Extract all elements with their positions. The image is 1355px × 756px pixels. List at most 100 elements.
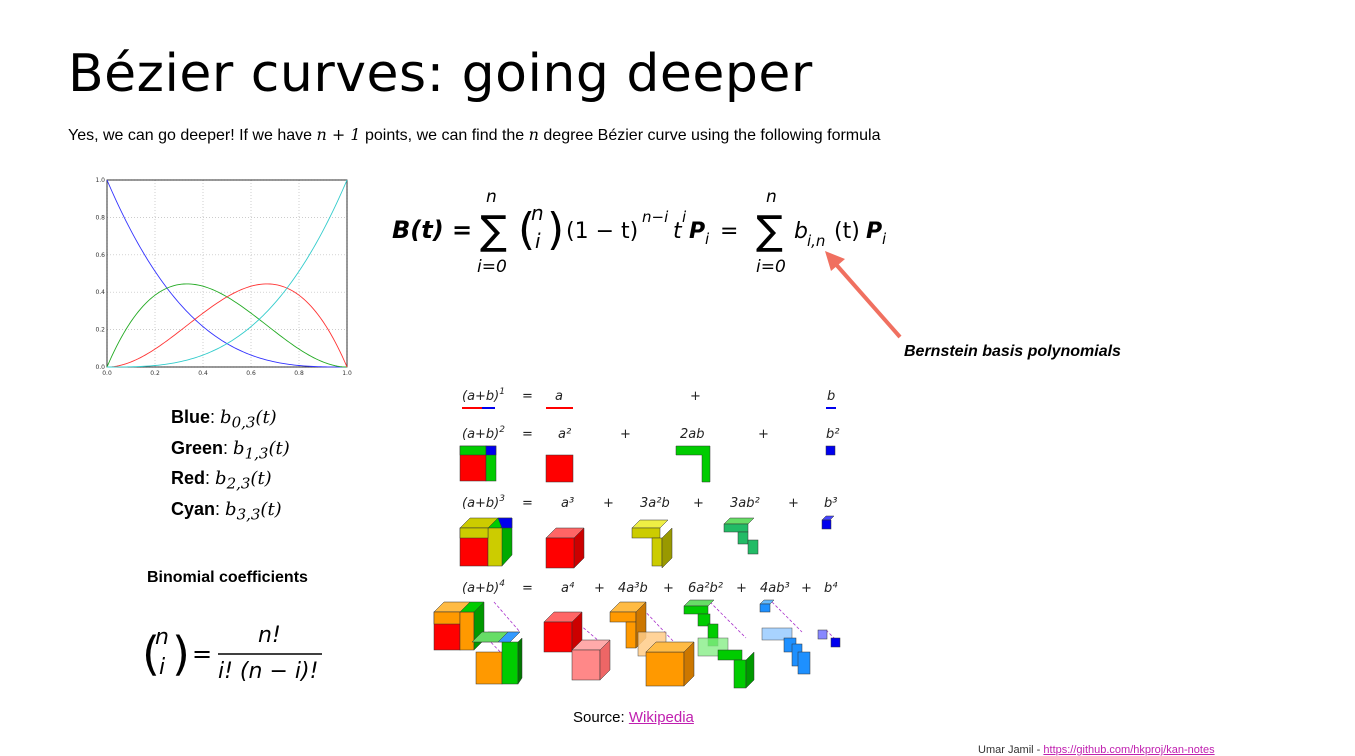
footer: Umar Jamil - https://github.com/hkproj/k… [978, 744, 1215, 756]
x-tick-label: 0.8 [294, 370, 304, 377]
source-link[interactable]: Wikipedia [628, 709, 694, 726]
expansion-row4-term4: 4ab³ [760, 581, 790, 596]
expansion-row1-term-a: a [555, 389, 563, 404]
expansion-row3-eq: = [522, 496, 533, 511]
expansion-row1-term-b: b [827, 389, 835, 404]
x-tick-label: 0.4 [198, 370, 208, 377]
expansion-row4-term3: 6a²b² [688, 581, 723, 596]
binomial-formula: ( n i ) = n! i! (n − i)! [142, 623, 322, 684]
expansion-row2-eq: = [522, 427, 533, 442]
subtitle-pre: Yes, we can go deeper! If we have [68, 127, 317, 144]
formula-P2: P [866, 219, 882, 244]
bernstein-label: Bernstein basis polynomials [904, 343, 1121, 360]
legend-row-cyan: Cyan: b3,3(t) [171, 498, 282, 524]
expansion-row3-term3: 3ab² [730, 496, 760, 511]
hypercube-4ab3 [759, 599, 811, 675]
binom1-left-paren: ( [518, 204, 535, 255]
series-line-3 [107, 179, 348, 368]
chart-lines [106, 179, 348, 368]
formula-t-exp: i [682, 208, 687, 226]
footer-link[interactable]: https://github.com/hkproj/kan-notes [1043, 744, 1215, 756]
formula-b: b [794, 219, 808, 244]
expansion-row1-plus: + [690, 389, 701, 404]
binom2-num: n! [258, 623, 281, 648]
subtitle-post: degree Bézier curve using the following … [538, 127, 881, 144]
binom1-right-paren: ) [547, 204, 564, 255]
expansion-row3-plus3: + [788, 496, 799, 511]
expansion-row1-eq: = [522, 389, 533, 404]
formula-term: (1 − t) [566, 219, 638, 244]
binom2-top: n [155, 625, 169, 650]
y-tick-label: 0.8 [95, 214, 105, 221]
slide-subtitle: Yes, we can go deeper! If we have n + 1 … [68, 125, 880, 145]
expansion-row4-term5: b⁴ [824, 581, 838, 596]
curve-legend: Blue: b0,3(t) Green: b1,3(t) Red: b2,3(t… [171, 405, 290, 527]
x-tick-label: 1.0 [342, 370, 352, 377]
binom2-eq: = [192, 640, 212, 668]
formula-b-arg: (t) [834, 219, 860, 244]
series-line-0 [106, 179, 347, 368]
sum2-bottom: i=0 [756, 257, 786, 277]
sum1-bottom: i=0 [477, 257, 507, 277]
legend-row-green: Green: b1,3(t) [171, 437, 290, 463]
expansion-row4-plus3: + [736, 581, 747, 596]
binom2-left-paren: ( [142, 627, 160, 681]
expansion-row4-plus4: + [801, 581, 812, 596]
hypercube-a-plus-b-4 [433, 601, 523, 685]
sum1-top: n [486, 187, 497, 207]
sum2-sigma: ∑ [756, 208, 783, 254]
expansion-row2-plus1: + [620, 427, 631, 442]
square-2ab [675, 445, 711, 483]
expansion-row4-term2: 4a³b [618, 581, 648, 596]
binomial-coefficients-label: Binomial coefficients [147, 569, 308, 586]
square-a-plus-b [459, 445, 497, 482]
arrow-line [831, 259, 902, 339]
binomial-expansion-figure: (a+b)1 = a + b (a+b)2 = a² + 2ab + b² (a… [433, 387, 841, 689]
expansion-row2-lhs: (a+b)2 [462, 425, 505, 442]
binom2-den: i! (n − i)! [218, 659, 318, 684]
expansion-row3-plus1: + [603, 496, 614, 511]
expansion-row3-term1: a³ [561, 496, 574, 511]
source-caption: Source: Wikipedia [573, 709, 694, 726]
subtitle-n-plus-1: n + 1 [316, 125, 361, 144]
subtitle-mid: points, we can find the [360, 127, 529, 144]
expansion-row3-term4: b³ [824, 496, 837, 511]
expansion-row2-term3: b² [826, 427, 839, 442]
binom2-bottom: i [159, 655, 165, 680]
x-tick-label: 0.2 [150, 370, 160, 377]
expansion-row3-plus2: + [693, 496, 704, 511]
formula-P: P [689, 219, 705, 244]
sum1-sigma: ∑ [480, 208, 507, 254]
formula-b-sub: i,n [807, 232, 825, 250]
arrow-head [825, 251, 845, 271]
x-tick-label: 0.6 [246, 370, 256, 377]
hypercube-a4 [543, 611, 611, 681]
binom2-right-paren: ) [172, 627, 190, 681]
expansion-row4-plus2: + [663, 581, 674, 596]
sum2-top: n [766, 187, 777, 207]
cube-3a2b [631, 519, 673, 569]
formula-term-exp: n−i [642, 208, 669, 226]
cube-3ab2 [723, 517, 759, 555]
bezier-formula: B(t) = n ∑ i=0 ( n i ) (1 − t) n−i t i P… [392, 187, 887, 277]
formula-lhs: B(t) = [392, 216, 472, 244]
binom1-bottom: i [535, 229, 541, 253]
formula-t: t [673, 219, 683, 244]
chart-frame [106, 179, 348, 368]
expansion-row4-lhs: (a+b)4 [462, 579, 505, 596]
formula-P-sub: i [705, 230, 710, 248]
chart-grid [106, 179, 348, 368]
hypercube-4a3b [609, 601, 695, 687]
formula-P2-sub: i [882, 230, 887, 248]
y-tick-label: 0.0 [95, 364, 105, 371]
chart-ticks: 0.0 0.2 0.4 0.6 0.8 1.0 0.0 0.2 0.4 0.6 0.8 1.0 [95, 177, 351, 377]
slide-title: Bézier curves: going deeper [68, 44, 813, 104]
cube-a-plus-b-3 [459, 517, 513, 567]
square-b2 [825, 445, 836, 456]
formula-eq2: = [720, 219, 738, 244]
binom1-top: n [531, 201, 544, 225]
legend-row-red: Red: b2,3(t) [171, 468, 272, 493]
expansion-row2-term1: a² [558, 427, 571, 442]
subtitle-n: n [528, 125, 539, 144]
y-tick-label: 1.0 [95, 177, 105, 184]
